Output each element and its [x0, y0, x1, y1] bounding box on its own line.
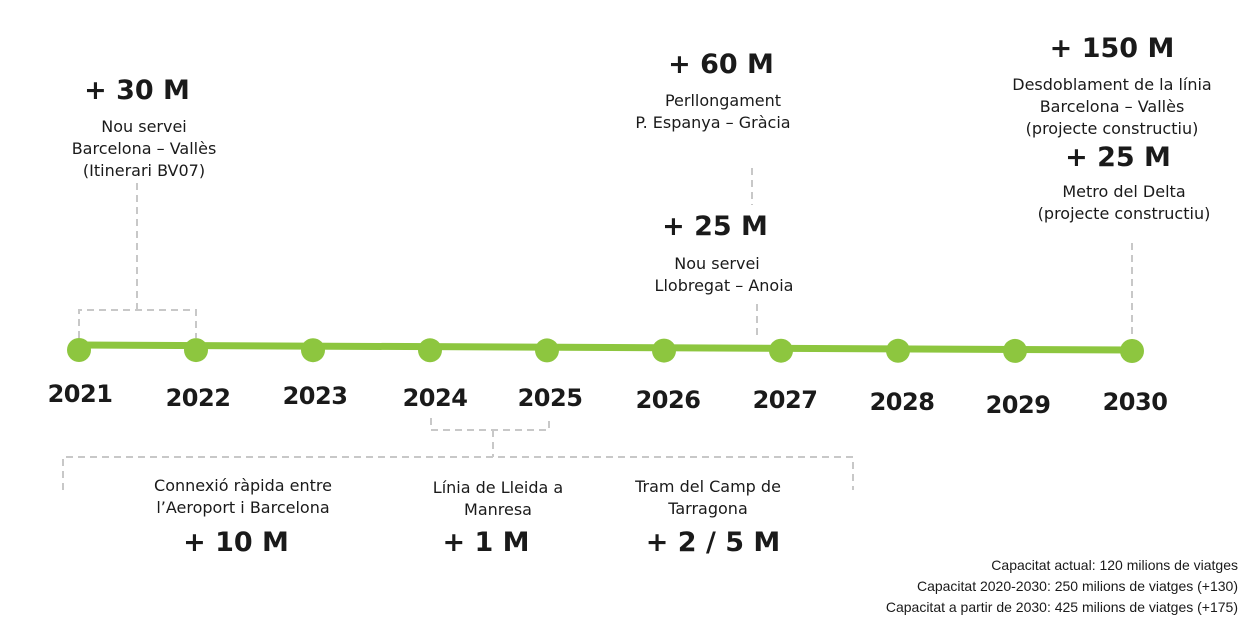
annotation-aeroport-desc-line: Connexió ràpida entre	[154, 476, 332, 495]
annotation-2027-lower-value: + 25 M	[662, 211, 768, 242]
capacity-from-2030: Capacitat a partir de 2030: 425 milions …	[885, 599, 1238, 615]
annotation-2027-lower-desc-line: Llobregat – Anoia	[654, 276, 794, 295]
year-label-2030: 2030	[1102, 388, 1168, 416]
annotation-2021-value: + 30 M	[84, 75, 190, 106]
timeline-dot-2030	[1120, 339, 1144, 363]
annotation-2030-upper-desc-line: Desdoblament de la línia	[1012, 75, 1212, 94]
connectors	[62, 168, 1133, 490]
year-label-2023: 2023	[282, 382, 348, 410]
year-label-2025: 2025	[517, 384, 583, 412]
annotation-2021-desc: Nou servei Barcelona – Vallès (Itinerari…	[24, 116, 264, 182]
annotation-lleida-desc: Línia de Lleida a Manresa	[388, 477, 608, 521]
timeline-dot-2025	[535, 338, 559, 363]
annotation-2027-lower-desc-line: Nou servei	[674, 254, 760, 273]
annotation-tarragona-value: + 2 / 5 M	[645, 527, 781, 558]
annotation-lleida-value: + 1 M	[442, 527, 530, 558]
timeline-dot-2026	[652, 338, 676, 363]
annotation-2021-desc-line: Barcelona – Vallès	[71, 139, 217, 158]
timeline-dot-2027	[769, 338, 793, 363]
annotation-aeroport-value: + 10 M	[183, 527, 289, 558]
timeline-dot-2028	[886, 338, 910, 363]
annotation-lleida-desc-line: Línia de Lleida a	[432, 478, 564, 497]
annotation-2030-upper-value: + 150 M	[1049, 33, 1175, 64]
year-label-2028: 2028	[869, 388, 935, 416]
annotation-aeroport-desc-line: l’Aeroport i Barcelona	[156, 498, 330, 517]
year-label-2021: 2021	[47, 380, 113, 408]
connector-lower-bracket	[62, 456, 854, 490]
capacity-2020-2030: Capacitat 2020-2030: 250 milions de viat…	[916, 578, 1238, 594]
annotation-2021-desc-line: (Itinerari BV07)	[82, 161, 206, 180]
timeline-line	[78, 341, 1133, 354]
annotation-2027-upper-desc-line: P. Espanya – Gràcia	[635, 113, 791, 132]
annotation-2027-upper-desc-line: Perllongament	[664, 91, 782, 110]
annotation-lleida-desc-line: Manresa	[464, 500, 532, 519]
annotation-2030-upper-desc: Desdoblament de la línia Barcelona – Val…	[972, 74, 1252, 140]
annotation-2027-upper-desc: Perllongament P. Espanya – Gràcia	[583, 90, 843, 134]
annotation-2021-desc-line: Nou servei	[101, 117, 187, 136]
annotation-2030-lower-value: + 25 M	[1065, 142, 1171, 173]
connector-2021-2022-bracket	[78, 309, 197, 338]
timeline-dot-2021	[67, 338, 91, 362]
annotation-2030-lower-desc-line: Metro del Delta	[1062, 182, 1186, 201]
annotation-aeroport-desc: Connexió ràpida entre l’Aeroport i Barce…	[113, 475, 373, 519]
timeline-dot-2024	[418, 338, 442, 363]
annotation-2030-upper-desc-line: (projecte constructiu)	[1025, 119, 1199, 138]
connector-2024-2025-bracket	[430, 418, 550, 431]
annotation-tarragona-desc-line: Tarragona	[668, 499, 748, 518]
annotation-2027-lower-desc: Nou servei Llobregat – Anoia	[594, 253, 854, 297]
capacity-current: Capacitat actual: 120 milions de viatges	[991, 557, 1238, 573]
annotation-2027-upper-value: + 60 M	[668, 49, 774, 80]
annotation-2030-upper-desc-line: Barcelona – Vallès	[1039, 97, 1185, 116]
annotation-tarragona-desc-line: Tram del Camp de	[635, 477, 781, 496]
year-label-2022: 2022	[165, 384, 231, 412]
year-label-2024: 2024	[402, 384, 468, 412]
annotation-2030-lower-desc-line: (projecte constructiu)	[1037, 204, 1211, 223]
annotation-tarragona-desc: Tram del Camp de Tarragona	[598, 476, 818, 520]
timeline-dots	[67, 338, 1144, 363]
year-label-2027: 2027	[752, 386, 818, 414]
annotation-2030-lower-desc: Metro del Delta (projecte constructiu)	[994, 181, 1254, 225]
year-label-2026: 2026	[635, 386, 701, 414]
year-label-2029: 2029	[985, 391, 1051, 419]
timeline-dot-2023	[301, 338, 325, 363]
timeline-dot-2022	[184, 338, 208, 363]
timeline-dot-2029	[1003, 338, 1027, 363]
